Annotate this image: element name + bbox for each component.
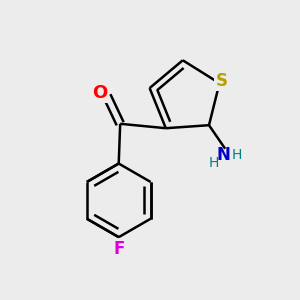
Text: S: S — [216, 72, 228, 90]
Text: H: H — [231, 148, 242, 162]
Text: O: O — [92, 84, 107, 102]
Text: F: F — [113, 240, 124, 258]
Text: H: H — [209, 156, 219, 170]
Text: N: N — [217, 146, 231, 164]
